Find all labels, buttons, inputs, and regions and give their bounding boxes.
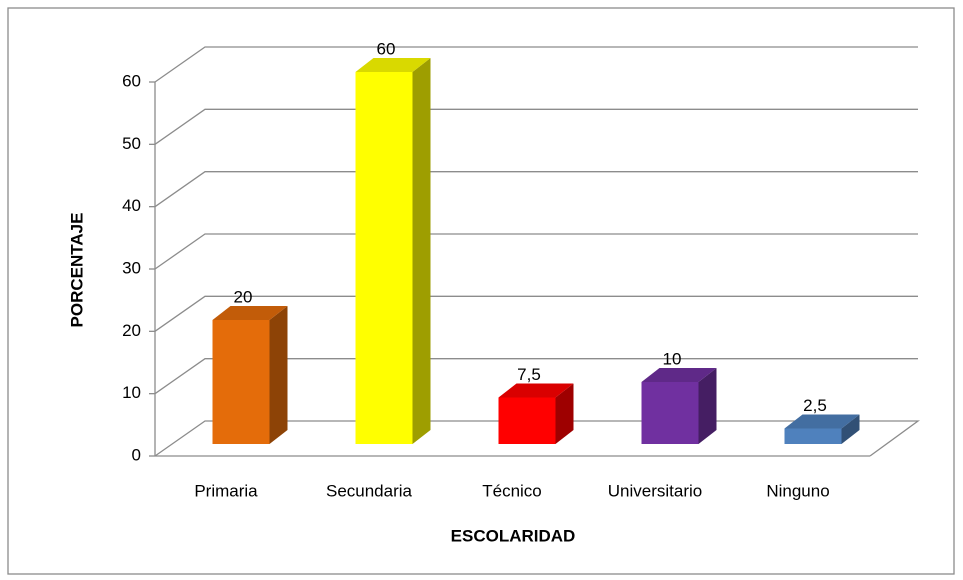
x-tick-label: Universitario <box>608 481 702 500</box>
bar-side <box>841 414 860 444</box>
bar-side <box>698 368 717 444</box>
chart-border <box>7 7 955 575</box>
y-tick-label: 20 <box>122 321 141 340</box>
grid-line <box>154 171 918 208</box>
grid-line <box>154 233 918 270</box>
bar-top <box>641 368 717 382</box>
grid-line <box>154 46 918 83</box>
bar-side <box>269 306 288 444</box>
y-tick-label: 30 <box>122 258 141 277</box>
bar <box>212 320 270 444</box>
bar <box>784 428 842 444</box>
y-tick-label: 60 <box>122 71 141 90</box>
data-label: 20 <box>234 287 253 306</box>
bar-top <box>355 58 431 72</box>
y-tick-label: 40 <box>122 196 141 215</box>
x-tick-label: Técnico <box>482 481 542 500</box>
grid-line <box>154 295 918 332</box>
y-tick-label: 10 <box>122 383 141 402</box>
bar-side <box>412 58 431 444</box>
x-tick-label: Secundaria <box>326 481 413 500</box>
y-tick-label: 50 <box>122 134 141 153</box>
bar-side <box>555 383 574 444</box>
bar-top <box>498 383 574 398</box>
data-label: 7,5 <box>517 365 541 384</box>
data-label: 2,5 <box>803 396 827 415</box>
bar <box>355 72 413 444</box>
bar <box>498 397 556 444</box>
data-label: 60 <box>377 39 396 58</box>
bar-top <box>784 414 860 429</box>
x-axis-title: ESCOLARIDAD <box>451 526 576 545</box>
grid-line <box>154 358 918 395</box>
grid-line <box>154 108 918 145</box>
data-label: 10 <box>663 349 682 368</box>
bar-top <box>212 306 288 320</box>
x-tick-label: Primaria <box>194 481 258 500</box>
bar <box>641 382 699 444</box>
x-tick-label: Ninguno <box>766 481 829 500</box>
y-axis-title: PORCENTAJE <box>67 213 86 328</box>
y-tick-label: 0 <box>132 445 141 464</box>
